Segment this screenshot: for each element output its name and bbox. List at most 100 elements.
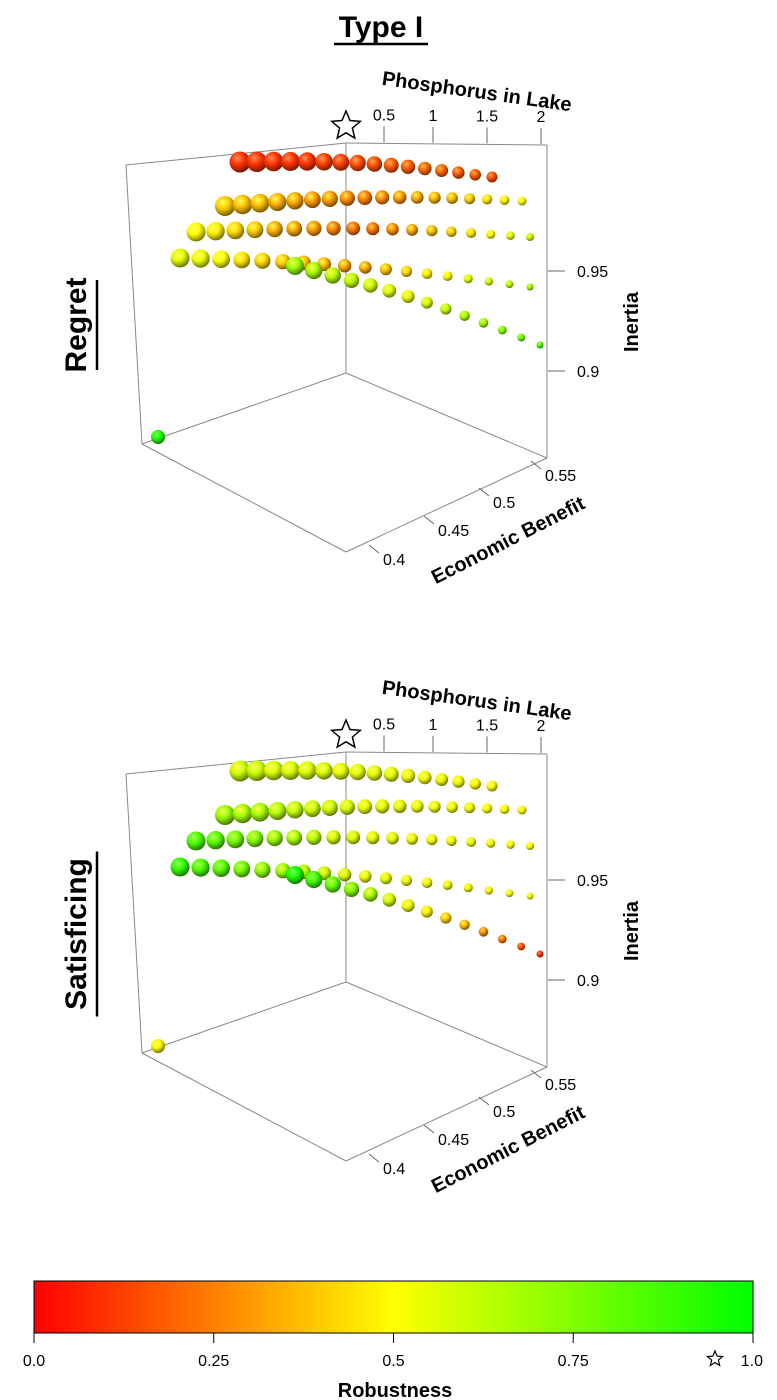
data-point xyxy=(383,766,399,782)
data-point xyxy=(375,190,390,205)
data-point xyxy=(286,866,304,884)
axis-edge xyxy=(345,751,548,755)
z-tick-label: 0.9 xyxy=(577,364,599,381)
axis-edge xyxy=(125,164,143,445)
colorbar-star-icon xyxy=(705,1349,725,1367)
z-axis-label: Inertia xyxy=(621,291,643,352)
y-tick-label: 0.45 xyxy=(438,523,469,540)
data-point xyxy=(446,226,457,238)
data-point xyxy=(435,164,449,177)
data-point xyxy=(536,341,544,349)
data-point xyxy=(469,778,482,790)
data-point xyxy=(268,802,287,820)
data-point xyxy=(435,773,449,786)
data-point xyxy=(463,274,473,284)
data-point xyxy=(517,942,526,951)
data-point xyxy=(517,196,527,206)
data-point xyxy=(386,222,399,236)
data-point xyxy=(526,283,534,291)
data-point xyxy=(339,799,355,815)
y-tick-label: 0.45 xyxy=(438,1132,469,1149)
data-point xyxy=(406,833,418,845)
data-point xyxy=(440,912,452,924)
data-point xyxy=(250,193,270,213)
data-point xyxy=(346,221,361,236)
data-point xyxy=(326,221,341,236)
data-point xyxy=(446,801,458,813)
x-tick-label: 1 xyxy=(429,108,438,125)
data-point xyxy=(420,905,433,918)
data-point xyxy=(459,310,470,321)
data-point xyxy=(186,222,206,242)
data-point xyxy=(332,762,350,780)
axis-edge xyxy=(345,372,548,459)
x-tick-label: 0.5 xyxy=(373,716,395,733)
data-point xyxy=(505,889,514,898)
data-point xyxy=(170,857,190,877)
data-point xyxy=(343,881,360,897)
x-tick-label: 2 xyxy=(537,109,546,126)
data-point xyxy=(315,762,333,780)
data-point xyxy=(306,829,322,845)
figure-title: Type I xyxy=(339,11,423,44)
data-point xyxy=(392,190,407,205)
colorbar: 0.0 0.25 0.5 0.75 1.0 Robustness xyxy=(23,1280,763,1400)
axes-box xyxy=(125,751,548,1162)
data-point xyxy=(421,877,433,888)
data-point xyxy=(324,876,341,893)
y-tick-mark xyxy=(530,1069,542,1079)
data-point xyxy=(505,280,514,289)
data-point xyxy=(484,277,493,286)
data-point xyxy=(410,191,424,204)
y-tick-mark xyxy=(478,487,490,497)
panel-label: Satisficing xyxy=(60,858,93,1010)
data-point xyxy=(486,229,496,239)
data-point xyxy=(321,190,338,207)
y-tick-label: 0.5 xyxy=(493,1104,515,1121)
data-point xyxy=(498,934,507,944)
ideal-point-star xyxy=(329,718,363,749)
data-point xyxy=(268,193,287,211)
data-point xyxy=(191,249,210,268)
axes-box xyxy=(125,142,548,553)
data-point xyxy=(226,221,245,240)
data-point xyxy=(426,225,438,237)
data-point xyxy=(226,830,245,849)
data-point xyxy=(466,228,477,238)
data-point xyxy=(357,190,373,206)
data-point xyxy=(401,290,415,303)
data-point xyxy=(170,248,190,268)
data-point xyxy=(357,799,373,815)
data-point xyxy=(463,883,473,893)
data-point xyxy=(338,868,352,882)
data-point xyxy=(246,151,267,172)
data-point xyxy=(382,283,397,298)
axis-edge xyxy=(141,443,347,553)
y-tick-label: 0.4 xyxy=(383,1161,405,1178)
data-point xyxy=(250,802,270,822)
data-point xyxy=(478,318,489,328)
data-point xyxy=(346,830,361,845)
data-point xyxy=(280,152,300,171)
data-point xyxy=(304,800,321,818)
z-tick-label: 0.95 xyxy=(577,873,608,890)
data-point xyxy=(517,805,527,815)
data-point xyxy=(466,837,477,847)
x-tick-label: 2 xyxy=(537,718,546,735)
y-tick-mark xyxy=(478,1096,490,1106)
data-point xyxy=(392,799,407,814)
data-point xyxy=(442,271,453,281)
data-point xyxy=(286,829,303,846)
data-point xyxy=(232,803,253,824)
data-point xyxy=(359,870,372,883)
data-point xyxy=(400,159,416,174)
data-point xyxy=(321,799,338,816)
data-point xyxy=(375,799,390,814)
axis-edge xyxy=(345,1066,548,1162)
data-point xyxy=(254,861,271,878)
data-point xyxy=(401,899,415,912)
data-point xyxy=(246,221,264,239)
data-point xyxy=(366,156,383,172)
